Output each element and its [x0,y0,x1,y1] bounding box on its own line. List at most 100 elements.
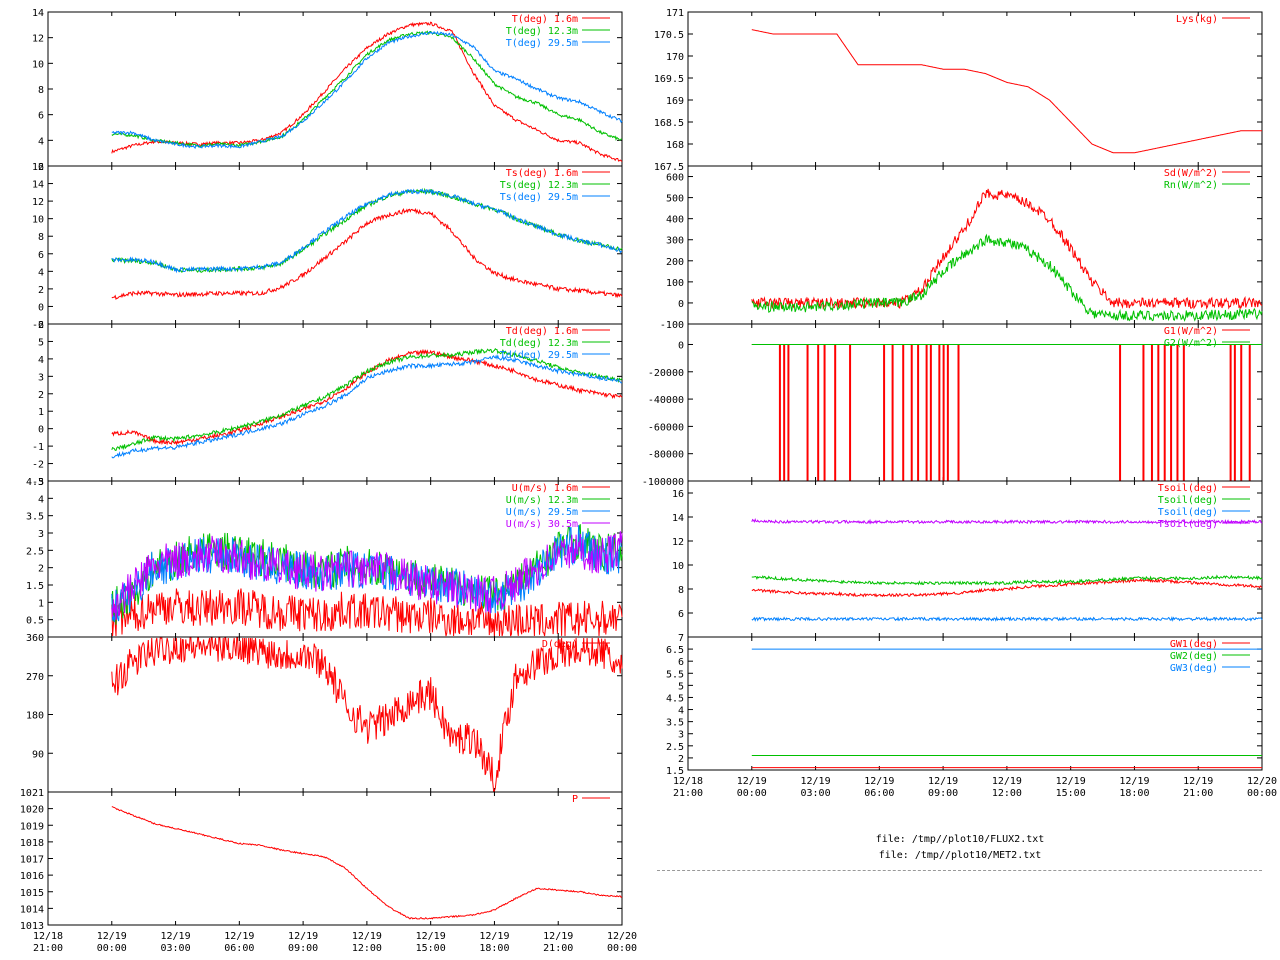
legend-label: Td(deg) 29.5m [500,350,578,361]
y-tick-label: 6 [678,609,684,620]
series-line-td-deg-29-5m [111,354,622,459]
y-tick-label: 2 [38,564,44,575]
y-tick-label: -80000 [648,450,684,461]
y-tick-label: 4 [38,136,44,147]
y-tick-label: 270 [26,672,44,683]
y-tick-label: -60000 [648,422,684,433]
y-tick-label: 12 [32,197,44,208]
legend-label: Tsoil(deg) [1158,519,1218,530]
y-tick-label: 6 [678,657,684,668]
y-tick-label: 10 [672,561,684,572]
y-tick-label: 0 [38,425,44,436]
y-tick-label: 8 [678,585,684,596]
legend-label: Tsoil(deg) [1158,483,1218,494]
series-line-g1-w-m-2- [751,343,1262,482]
y-tick-label: 2 [678,754,684,765]
legend-label: U(m/s) 30.5m [506,519,578,530]
y-tick-label: 2.5 [26,546,44,557]
x-tick-right-time-label: 03:00 [801,788,831,799]
series-line-tsoil-deg- [751,518,1263,525]
y-tick-label: -3 [32,477,44,488]
y-tick-label: 4 [678,706,684,717]
y-tick-label: 168.5 [654,118,684,129]
legend-label: Td(deg) 12.3m [500,338,578,349]
series-line-sd-w-m-2- [751,188,1263,310]
x-tick-right-date-label: 12/19 [737,776,767,787]
y-tick-label: 170.5 [654,30,684,41]
y-tick-label: 14 [672,513,684,524]
x-tick-right-time-label: 21:00 [673,788,703,799]
y-tick-label: 4 [38,355,44,366]
legend-label: GW1(deg) [1170,639,1218,650]
y-tick-label: 6 [38,250,44,261]
y-tick-label: 12 [32,34,44,45]
legend-label: Rn(W/m^2) [1164,180,1218,191]
y-tick-label: 180 [26,711,44,722]
series-line-t-deg-12-3m [111,30,623,149]
y-tick-label: 6 [38,111,44,122]
y-tick-label: 600 [666,173,684,184]
y-tick-label: -2 [32,460,44,471]
series-line-u-m-s-1-6m [111,588,623,637]
legend-label: T(deg) 12.3m [506,26,578,37]
legend-label: P [572,794,578,805]
x-tick-left-date-label: 12/18 [33,931,63,942]
legend-label: U(m/s) 29.5m [506,507,578,518]
legend-label: Tsoil(deg) [1158,507,1218,518]
y-tick-label: -20000 [648,368,684,379]
file-label-flux: file: /tmp//plot10/FLUX2.txt [875,834,1045,845]
x-tick-right-time-label: 18:00 [1119,788,1149,799]
y-tick-label: -100000 [642,477,684,488]
x-tick-left-date-label: 12/19 [416,931,446,942]
x-tick-left-date-label: 12/19 [479,931,509,942]
y-tick-label: 1017 [20,855,44,866]
x-tick-right-date-label: 12/19 [1119,776,1149,787]
x-tick-right-time-label: 21:00 [1183,788,1213,799]
file-label-met: file: /tmp//plot10/MET2.txt [878,850,1042,861]
y-tick-label: 1018 [20,838,44,849]
legend-label: GW2(deg) [1170,651,1218,662]
y-tick-label: 1019 [20,821,44,832]
y-tick-label: 0.5 [26,616,44,627]
y-tick-label: 1.5 [26,581,44,592]
x-tick-right-time-label: 00:00 [1247,788,1277,799]
y-tick-label: 4 [38,494,44,505]
x-tick-left-date-label: 12/19 [352,931,382,942]
y-tick-label: 360 [26,633,44,644]
x-tick-right-date-label: 12/19 [928,776,958,787]
plot-frame [687,636,1263,771]
x-tick-right-date-label: 12/19 [801,776,831,787]
chart-panel-8: -100 0 100 200 300 400 500 600 Sd(W/m^2)Rn(W/m^2… [660,165,1263,331]
y-tick-label: 1016 [20,871,44,882]
x-tick-right-time-label: 00:00 [737,788,767,799]
separator-line [657,870,1262,871]
y-tick-label: 200 [666,257,684,268]
y-tick-label: 0 [678,299,684,310]
y-tick-label: 1.5 [666,766,684,777]
y-tick-label: 90 [32,749,44,760]
y-tick-label: 5.5 [666,669,684,680]
series-line-tsoil-deg- [751,615,1263,622]
y-tick-label: 4.5 [26,477,44,488]
y-tick-label: 4 [38,267,44,278]
series-line-lys-kg- [751,29,1262,154]
y-tick-label: 16 [672,489,684,500]
legend-label: G1(W/m^2) [1164,326,1218,337]
y-tick-label: 5 [38,337,44,348]
series-line-ts-deg-29-5m [111,188,622,274]
legend-label: D(deg) [542,639,578,650]
series-line-t-deg-1-6m [111,21,623,162]
x-tick-right-time-label: 06:00 [864,788,894,799]
series-line-tsoil-deg- [751,574,1263,586]
y-tick-label: 0 [678,340,684,351]
series-line-td-deg-1-6m [111,348,623,446]
x-tick-right-time-label: 12:00 [992,788,1022,799]
y-tick-label: -100 [660,320,684,331]
x-tick-right-time-label: 15:00 [1056,788,1086,799]
y-tick-label: 10 [32,59,44,70]
x-tick-left-time-label: 06:00 [224,943,254,954]
x-tick-left-time-label: 03:00 [161,943,191,954]
y-tick-label: 1 [38,598,44,609]
